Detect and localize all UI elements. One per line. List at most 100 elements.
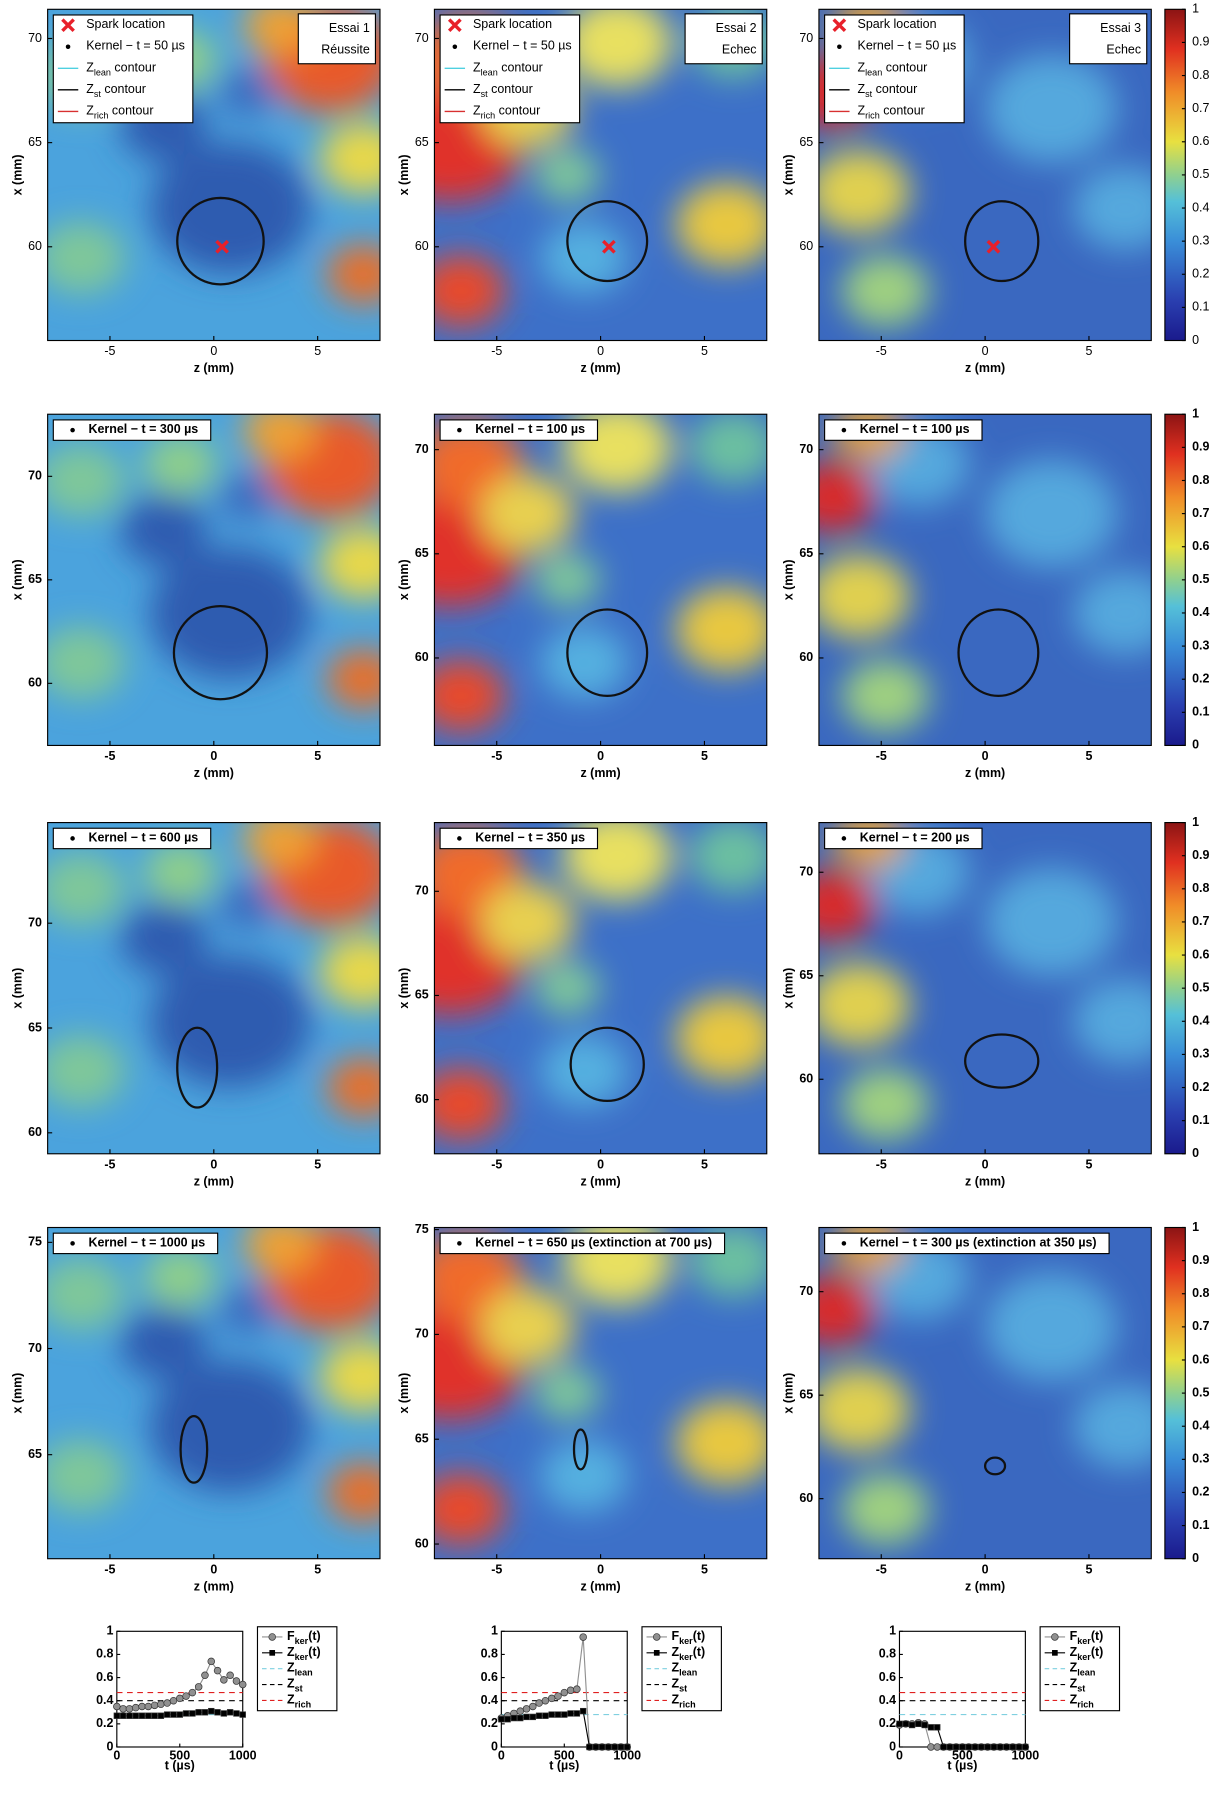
legend: Kernel − t = 200 µs bbox=[824, 827, 983, 850]
x-tick-label: 5 bbox=[314, 1562, 321, 1576]
legend-label: Zst bbox=[671, 1677, 687, 1694]
data-point bbox=[195, 1709, 202, 1716]
data-point bbox=[214, 1709, 221, 1716]
heatmap-blob bbox=[217, 881, 277, 930]
y-tick-label: 60 bbox=[415, 650, 429, 664]
legend-label: Zrich contour bbox=[473, 104, 540, 121]
text-part: ker bbox=[295, 1636, 309, 1646]
colorbar-tick-label: 0.1 bbox=[1192, 300, 1209, 314]
heatmap-blob bbox=[326, 244, 380, 305]
data-point bbox=[554, 1711, 562, 1718]
legend: Kernel − t = 350 µs bbox=[439, 827, 599, 850]
colorbar-tick-label: 1 bbox=[1192, 1220, 1199, 1234]
text-part: Z bbox=[1070, 1677, 1078, 1691]
legend-label: Zst contour bbox=[858, 82, 918, 99]
kernel-contour bbox=[957, 608, 1040, 698]
x-tick-label: -5 bbox=[104, 1157, 115, 1171]
y-tick-label: 0.2 bbox=[96, 1716, 113, 1730]
legend-marker bbox=[70, 427, 75, 433]
data-point bbox=[535, 1712, 543, 1719]
y-axis-label: x (mm) bbox=[10, 154, 24, 195]
y-tick-label: 60 bbox=[415, 1536, 429, 1550]
text-part: Kernel − t = 300 µs (extinction at 350 µ… bbox=[860, 1236, 1097, 1250]
legend-box bbox=[439, 14, 581, 124]
data-point bbox=[946, 1743, 954, 1751]
legend: Spark location Kernel − t = 50 µs Zlean co… bbox=[52, 14, 194, 124]
text-part: Z bbox=[86, 82, 94, 96]
x-axis-label: t (µs) bbox=[549, 1759, 579, 1773]
text-part: lean bbox=[94, 68, 111, 78]
text-part: contour bbox=[872, 82, 917, 96]
y-tick-label: 65 bbox=[415, 1432, 429, 1446]
x-tick-label: 0 bbox=[896, 1748, 903, 1762]
legend: Kernel − t = 600 µs bbox=[52, 827, 212, 850]
y-tick-label: 1 bbox=[106, 1624, 113, 1638]
data-point bbox=[952, 1743, 960, 1751]
heatmap-field bbox=[818, 822, 1152, 1154]
data-point bbox=[554, 1692, 562, 1700]
text-part: ker bbox=[679, 1652, 693, 1662]
data-point bbox=[151, 1712, 158, 1719]
heatmap-blob bbox=[144, 842, 218, 903]
heatmap-blob bbox=[149, 547, 311, 679]
text-part: Z bbox=[473, 82, 481, 96]
colorbar-tick-label: 0.5 bbox=[1192, 167, 1209, 181]
y-axis-label: x (mm) bbox=[397, 154, 411, 195]
legend-marker bbox=[447, 18, 462, 33]
heatmap-blobs bbox=[47, 414, 380, 710]
legend-marker bbox=[841, 1241, 847, 1246]
data-point bbox=[138, 1702, 146, 1711]
data-point bbox=[927, 1743, 935, 1751]
heatmap-blob bbox=[434, 1068, 505, 1140]
x-axis-label: t (µs) bbox=[165, 1759, 195, 1773]
x-tick-label: 5 bbox=[701, 344, 708, 358]
heatmap-panel: -5 0 5 60 65 70 75 z (mm) x (mm) Kernel − t = 650… bbox=[397, 1222, 768, 1593]
plot-frame bbox=[116, 1630, 244, 1748]
data-point bbox=[959, 1743, 966, 1751]
heatmap-blobs bbox=[434, 822, 767, 1140]
y-tick-label: 70 bbox=[799, 1284, 813, 1298]
text-part: Z bbox=[671, 1693, 679, 1707]
text-part: Kernel − t = 50 µs bbox=[86, 39, 185, 53]
y-tick-label: 0.6 bbox=[481, 1670, 498, 1684]
legend-label: Zrich contour bbox=[86, 104, 153, 121]
text-part: (t) bbox=[693, 1629, 705, 1643]
colorbar-tick-label: 0 bbox=[1192, 1551, 1199, 1565]
colorbar-tick-label: 0.2 bbox=[1192, 267, 1209, 281]
text-part: rich bbox=[865, 111, 880, 121]
colorbar-tick-label: 0.2 bbox=[1192, 671, 1209, 685]
x-axis-label: z (mm) bbox=[580, 1579, 620, 1593]
y-tick-label: 0 bbox=[889, 1739, 896, 1753]
heatmap-field bbox=[818, 1227, 1152, 1559]
data-point bbox=[498, 1716, 505, 1723]
heatmap-blob bbox=[818, 1367, 910, 1452]
heatmap-blob bbox=[675, 995, 767, 1080]
x-tick-label: 5 bbox=[314, 1157, 321, 1171]
title: Essai 1 bbox=[329, 21, 370, 35]
data-point bbox=[169, 1696, 178, 1705]
heatmap-blob bbox=[434, 659, 505, 732]
y-tick-label: 70 bbox=[28, 915, 42, 929]
text-part: rich bbox=[481, 111, 496, 121]
legend-marker bbox=[457, 836, 462, 841]
legend: Kernel − t = 1000 µs bbox=[52, 1232, 219, 1255]
heatmap-blob bbox=[540, 1440, 628, 1512]
data-point bbox=[902, 1720, 909, 1728]
legend: Kernel − t = 100 µs bbox=[824, 419, 983, 441]
heatmap-blob bbox=[319, 527, 380, 600]
x-axis-label: z (mm) bbox=[194, 766, 234, 780]
heatmap-blob bbox=[47, 1035, 125, 1107]
text-part: Z bbox=[473, 104, 481, 118]
colorbar-tick-label: 0.3 bbox=[1192, 1047, 1209, 1061]
legend-label: Kernel − t = 350 µs bbox=[475, 831, 585, 845]
heatmap-blobs bbox=[818, 414, 1152, 732]
x-tick-label: -5 bbox=[876, 749, 887, 763]
x-tick-label: 0 bbox=[113, 1748, 120, 1762]
legend-label: Kernel − t = 100 µs bbox=[860, 422, 970, 436]
legend-marker bbox=[837, 44, 842, 50]
text-part: Kernel − t = 600 µs bbox=[88, 831, 198, 845]
kernel-contour bbox=[566, 608, 649, 698]
x-axis-label: t (µs) bbox=[947, 1759, 977, 1773]
legend-label: Spark location bbox=[473, 17, 552, 31]
data-point bbox=[516, 1707, 524, 1715]
